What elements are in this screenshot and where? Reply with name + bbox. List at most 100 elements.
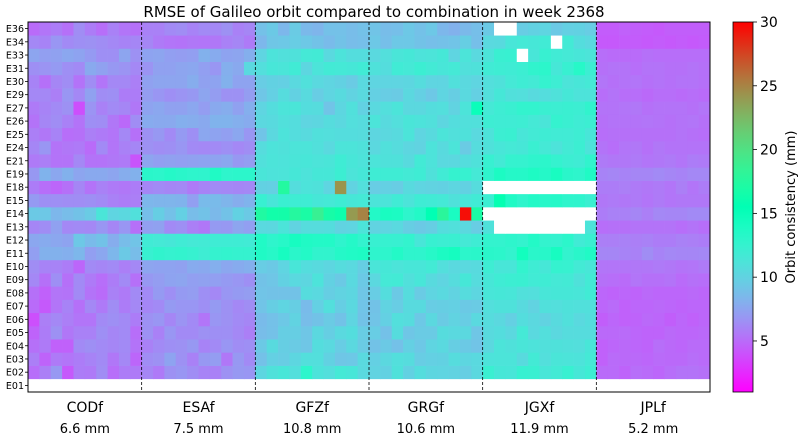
heatmap-cell <box>198 312 211 327</box>
heatmap-cell <box>630 246 643 261</box>
heatmap-cell <box>528 378 540 393</box>
heatmap-cell <box>96 233 108 247</box>
heatmap-cell <box>607 352 620 366</box>
heatmap-cell <box>459 88 472 102</box>
heatmap-cell <box>323 114 336 129</box>
heatmap-cell <box>437 74 449 89</box>
heatmap-cell <box>403 312 415 327</box>
heatmap-cell <box>562 35 574 49</box>
heatmap-cell <box>266 74 279 89</box>
heatmap-cell <box>619 88 631 102</box>
heatmap-cell <box>675 48 688 62</box>
heatmap-cell <box>232 88 245 102</box>
heatmap-cell <box>164 378 177 393</box>
heatmap-cell <box>312 114 324 129</box>
heatmap-cell <box>255 286 268 300</box>
heatmap-cell <box>300 233 313 247</box>
heatmap-cell <box>630 74 643 89</box>
heatmap-cell <box>209 193 222 208</box>
heatmap-cell <box>505 273 518 287</box>
heatmap-cell <box>619 154 631 168</box>
heatmap-cell <box>187 74 199 89</box>
heatmap-cell <box>425 365 438 380</box>
heatmap-cell <box>505 167 518 181</box>
heatmap-cell <box>528 48 540 62</box>
heatmap-cell <box>39 154 52 168</box>
heatmap-cell <box>528 312 540 327</box>
heatmap-cell <box>130 207 143 221</box>
heatmap-cell <box>39 220 52 234</box>
heatmap-cell <box>84 101 97 115</box>
heatmap-cell <box>516 352 529 366</box>
heatmap-cell <box>346 61 358 76</box>
heatmap-cell <box>164 22 177 36</box>
heatmap-cell <box>641 365 654 380</box>
heatmap-cell <box>550 167 563 181</box>
heatmap-cell <box>175 88 188 102</box>
heatmap-cell <box>573 114 586 129</box>
heatmap-cell <box>607 378 620 393</box>
heatmap-cell <box>84 74 97 89</box>
heatmap-cell <box>414 193 427 208</box>
heatmap-cell <box>391 339 404 353</box>
heatmap-cell <box>596 220 609 234</box>
heatmap-cell <box>187 325 199 340</box>
heatmap-cell <box>141 339 154 353</box>
heatmap-cell <box>562 180 574 195</box>
heatmap-cell <box>62 127 74 142</box>
heatmap-cell <box>414 22 427 36</box>
heatmap-cell <box>550 325 563 340</box>
heatmap-cell <box>505 180 518 195</box>
y-tick-label: E12 <box>6 236 24 247</box>
heatmap-cell <box>584 193 597 208</box>
heatmap-cell <box>516 61 529 76</box>
heatmap-cell <box>107 88 120 102</box>
heatmap-cell <box>221 22 233 36</box>
heatmap-cell <box>494 378 506 393</box>
heatmap-cell <box>573 273 586 287</box>
heatmap-cell <box>255 180 268 195</box>
heatmap-cell <box>675 74 688 89</box>
heatmap-cell <box>73 74 86 89</box>
heatmap-cell <box>73 286 86 300</box>
heatmap-cell <box>312 378 324 393</box>
heatmap-cell <box>528 88 540 102</box>
heatmap-cell <box>380 207 393 221</box>
heatmap-cell <box>278 246 290 261</box>
heatmap-cell <box>278 180 290 195</box>
heatmap-cell <box>266 246 279 261</box>
heatmap-cell <box>505 88 518 102</box>
heatmap-cell <box>278 88 290 102</box>
heatmap-cell <box>584 339 597 353</box>
heatmap-cell <box>96 193 108 208</box>
heatmap-cell <box>243 273 256 287</box>
heatmap-cell <box>391 207 404 221</box>
heatmap-cell <box>482 378 495 393</box>
heatmap-cell <box>414 365 427 380</box>
heatmap-cell <box>28 167 40 181</box>
heatmap-cell <box>84 299 97 314</box>
heatmap-cell <box>28 48 40 62</box>
heatmap-cell <box>584 233 597 247</box>
heatmap-cell <box>118 180 131 195</box>
heatmap-cell <box>187 127 199 142</box>
heatmap-cell <box>266 339 279 353</box>
heatmap-cell <box>607 154 620 168</box>
heatmap-cell <box>50 154 63 168</box>
heatmap-cell <box>312 220 324 234</box>
heatmap-cell <box>459 48 472 62</box>
y-tick-label: E08 <box>6 288 24 299</box>
heatmap-cell <box>198 74 211 89</box>
heatmap-cell <box>653 339 665 353</box>
heatmap-cell <box>232 273 245 287</box>
heatmap-cell <box>187 207 199 221</box>
heatmap-cell <box>459 325 472 340</box>
heatmap-cell <box>550 35 563 49</box>
heatmap-cell <box>187 88 199 102</box>
heatmap-cell <box>380 325 393 340</box>
heatmap-cell <box>471 339 484 353</box>
colorbar-tick-label: 25 <box>760 79 778 95</box>
heatmap-cell <box>141 325 154 340</box>
heatmap-cell <box>573 378 586 393</box>
heatmap-cell <box>596 339 609 353</box>
